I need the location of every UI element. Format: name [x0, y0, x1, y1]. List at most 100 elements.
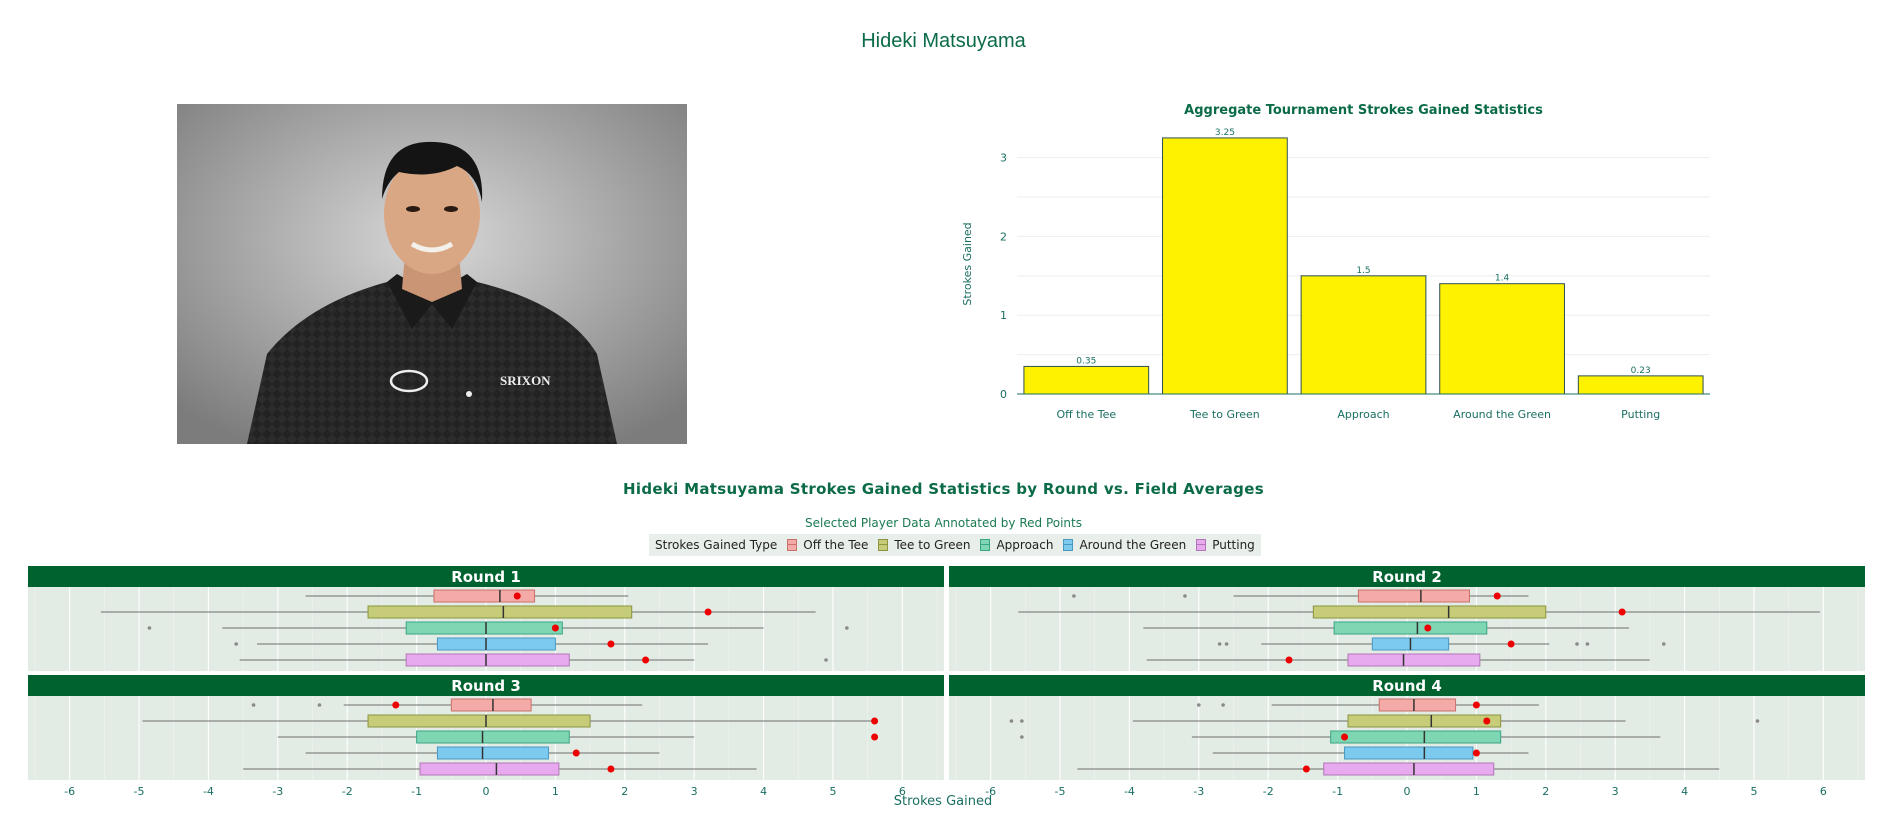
- box-outlier-point: [1072, 594, 1076, 598]
- box-putting: [405, 653, 570, 667]
- legend-swatch-approach: [980, 539, 991, 551]
- shirt-logo-text: SRIXON: [500, 373, 551, 388]
- bar-y-tick-label: 1: [1000, 309, 1007, 322]
- player-point: [704, 608, 712, 616]
- x-tick-label: 0: [1404, 785, 1411, 798]
- bar-value-label: 0.35: [1076, 356, 1096, 366]
- legend-label: Approach: [996, 538, 1054, 552]
- box-outlier-point: [824, 658, 828, 662]
- box-tee-to-green: [367, 605, 633, 619]
- facet-label-round-3: Round 3: [451, 677, 521, 695]
- legend-item-off-the-tee: Off the Tee: [787, 538, 868, 552]
- bar-value-label: 1.5: [1356, 266, 1370, 276]
- bar-off-the-tee: [1023, 365, 1150, 395]
- legend-title: Strokes Gained Type: [655, 538, 778, 552]
- box-outlier-point: [1217, 642, 1222, 646]
- box-approach: [416, 730, 570, 744]
- player-point: [1302, 765, 1310, 773]
- x-tick-label: 3: [1612, 785, 1619, 798]
- box-putting: [1323, 762, 1495, 776]
- box-outlier-point: [147, 626, 152, 630]
- x-tick-label: 4: [1681, 785, 1688, 798]
- page-title: Hideki Matsuyama: [861, 30, 1026, 52]
- box-around-the-green: [1344, 746, 1474, 760]
- bar-y-tick-label: 0: [1000, 388, 1007, 401]
- x-axis-label: Strokes Gained: [894, 794, 992, 809]
- bar-tee-to-green: [1162, 137, 1288, 395]
- aggregate-bar-chart: Aggregate Tournament Strokes Gained Stat…: [961, 103, 1710, 421]
- round-box-chart: Round 1 Round 2 Round 3 -6 -5 -4 -3 -2 -1 0 1 2 3 4 5 6…: [28, 566, 1865, 809]
- x-tick-label: -3: [1193, 785, 1204, 798]
- box-tee-to-green: [1312, 605, 1547, 619]
- legend-label: Around the Green: [1079, 538, 1187, 552]
- round-chart-subtitle: Selected Player Data Annotated by Red Po…: [805, 516, 1082, 530]
- box-outlier-point: [1183, 594, 1187, 598]
- x-tick-label: -1: [411, 785, 422, 798]
- bar-chart-title: Aggregate Tournament Strokes Gained Stat…: [1184, 103, 1543, 118]
- box-around-the-green: [436, 637, 556, 651]
- round-chart-title: Hideki Matsuyama Strokes Gained Statisti…: [623, 480, 1264, 498]
- legend-swatch-off-the-tee: [787, 539, 798, 551]
- bar-around-the-green: [1439, 283, 1565, 395]
- legend-label: Putting: [1212, 538, 1255, 552]
- x-tick-label: -3: [272, 785, 283, 798]
- round-chart-legend: Strokes Gained Type Off the Tee Tee to G…: [649, 534, 1261, 556]
- legend-item-putting: Putting: [1196, 538, 1255, 552]
- box-outlier-point: [845, 626, 849, 630]
- x-tick-label: 0: [483, 785, 490, 798]
- player-photo: SRIXON: [177, 104, 687, 444]
- box-outlier-point: [234, 642, 238, 646]
- bar-value-label: 0.23: [1631, 366, 1651, 376]
- x-tick-label: 1: [552, 785, 559, 798]
- facet-label-round-1: Round 1: [451, 568, 521, 586]
- player-point: [1507, 640, 1515, 648]
- box-off-the-tee: [1378, 698, 1457, 712]
- player-point: [1472, 701, 1480, 709]
- box-outlier-point: [1197, 703, 1201, 707]
- box-approach: [1333, 621, 1488, 635]
- x-tick-label: 5: [1750, 785, 1757, 798]
- bar-approach: [1300, 275, 1427, 395]
- legend-label: Off the Tee: [803, 538, 869, 552]
- x-tick-label: 6: [899, 785, 906, 798]
- bar-category-label: Off the Tee: [1056, 408, 1116, 421]
- box-approach: [1330, 730, 1502, 744]
- x-tick-label: 6: [1820, 785, 1827, 798]
- player-point: [513, 592, 521, 600]
- x-tick-label: -6: [64, 785, 75, 798]
- box-approach: [405, 621, 563, 635]
- x-tick-label: -5: [1055, 785, 1066, 798]
- x-tick-label: 2: [1542, 785, 1549, 798]
- box-off-the-tee: [433, 589, 536, 603]
- box-off-the-tee: [1357, 589, 1470, 603]
- player-point: [1483, 717, 1491, 725]
- facet-header: [949, 675, 1865, 696]
- bar-category-label: Around the Green: [1453, 408, 1551, 421]
- x-tick-label: -2: [342, 785, 353, 798]
- facet-header: [28, 566, 944, 587]
- x-tick-label: -1: [1332, 785, 1343, 798]
- bar-y-tick-label: 2: [1000, 230, 1007, 243]
- bar-y-axis-label: Strokes Gained: [961, 222, 974, 305]
- x-tick-label: -5: [134, 785, 145, 798]
- box-outlier-point: [1585, 642, 1590, 646]
- player-point: [871, 717, 879, 725]
- box-outlier-point: [1224, 642, 1229, 646]
- facet-header: [28, 675, 944, 696]
- legend-item-tee-to-green: Tee to Green: [878, 538, 970, 552]
- bar-y-tick-label: 3: [1000, 152, 1007, 165]
- player-point: [607, 765, 615, 773]
- facet-label-round-2: Round 2: [1372, 568, 1442, 586]
- bar-value-label: 1.4: [1495, 274, 1510, 284]
- player-point: [1493, 592, 1501, 600]
- player-point: [1618, 608, 1626, 616]
- box-outlier-point: [1020, 735, 1024, 739]
- box-around-the-green: [436, 746, 549, 760]
- box-outlier-point: [1661, 642, 1666, 646]
- legend-item-approach: Approach: [980, 538, 1053, 552]
- legend-item-around-the-green: Around the Green: [1063, 538, 1186, 552]
- player-point: [1341, 733, 1349, 741]
- facet-label-round-4: Round 4: [1372, 677, 1442, 695]
- box-off-the-tee: [450, 698, 532, 712]
- player-point: [392, 701, 400, 709]
